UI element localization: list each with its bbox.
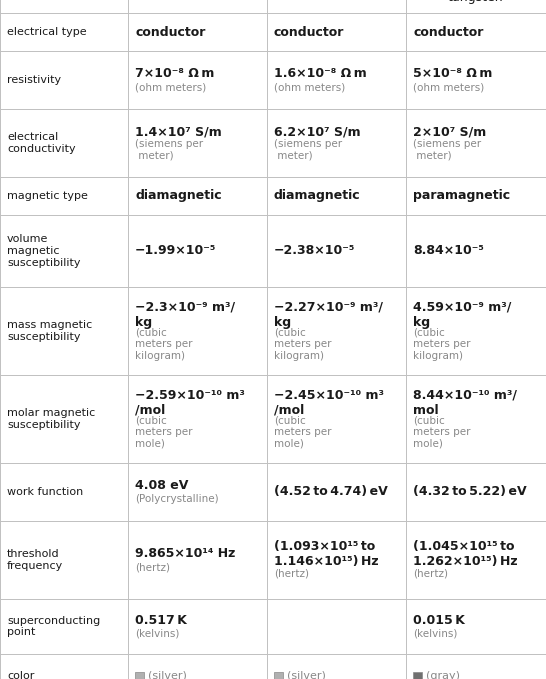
Text: 0.517 K: 0.517 K [135,614,187,627]
Bar [135,672,144,679]
Text: mass magnetic
susceptibility: mass magnetic susceptibility [7,320,92,342]
Text: 7×10⁻⁸ Ω m: 7×10⁻⁸ Ω m [135,67,215,80]
Text: −2.27×10⁻⁹ m³/
kg: −2.27×10⁻⁹ m³/ kg [274,301,383,329]
Text: work function: work function [7,487,83,497]
Text: (kelvins): (kelvins) [413,629,458,638]
Text: (silver): (silver) [287,671,326,679]
Text: 4.59×10⁻⁹ m³/
kg: 4.59×10⁻⁹ m³/ kg [413,301,512,329]
Text: (cubic
meters per
mole): (cubic meters per mole) [274,416,331,449]
Text: 6.2×10⁷ S/m: 6.2×10⁷ S/m [274,126,360,139]
Text: 4.08 eV: 4.08 eV [135,479,188,492]
Text: −2.59×10⁻¹⁰ m³
/mol: −2.59×10⁻¹⁰ m³ /mol [135,389,245,417]
Text: paramagnetic: paramagnetic [413,189,510,202]
Text: 2×10⁷ S/m: 2×10⁷ S/m [413,126,486,139]
Text: (hertz): (hertz) [413,568,448,578]
Text: magnetic type: magnetic type [7,191,88,201]
Text: 9.865×10¹⁴ Hz: 9.865×10¹⁴ Hz [135,547,235,560]
Text: (silver): (silver) [148,671,187,679]
Text: (siemens per
 meter): (siemens per meter) [413,139,481,161]
Text: 5×10⁻⁸ Ω m: 5×10⁻⁸ Ω m [413,67,492,80]
Text: tungsten: tungsten [448,0,504,3]
Text: (cubic
meters per
mole): (cubic meters per mole) [413,416,471,449]
Text: (cubic
meters per
mole): (cubic meters per mole) [135,416,193,449]
Text: color: color [7,671,34,679]
Text: −2.38×10⁻⁵: −2.38×10⁻⁵ [274,244,355,257]
Text: 1.4×10⁷ S/m: 1.4×10⁷ S/m [135,126,222,139]
Text: (hertz): (hertz) [135,562,170,572]
Bar [413,672,422,679]
Text: (ohm meters): (ohm meters) [135,82,206,92]
Text: (kelvins): (kelvins) [135,629,180,638]
Text: molar magnetic
susceptibility: molar magnetic susceptibility [7,408,95,430]
Text: −2.3×10⁻⁹ m³/
kg: −2.3×10⁻⁹ m³/ kg [135,301,235,329]
Text: (cubic
meters per
kilogram): (cubic meters per kilogram) [413,327,471,361]
Text: (gray): (gray) [426,671,460,679]
Text: −2.45×10⁻¹⁰ m³
/mol: −2.45×10⁻¹⁰ m³ /mol [274,389,384,417]
Bar [274,672,283,679]
Text: resistivity: resistivity [7,75,61,85]
Text: (4.32 to 5.22) eV: (4.32 to 5.22) eV [413,485,527,498]
Text: threshold
frequency: threshold frequency [7,549,63,571]
Text: (4.52 to 4.74) eV: (4.52 to 4.74) eV [274,485,388,498]
Text: −1.99×10⁻⁵: −1.99×10⁻⁵ [135,244,216,257]
Text: diamagnetic: diamagnetic [135,189,222,202]
Text: (Polycrystalline): (Polycrystalline) [135,494,218,504]
Text: cadmium: cadmium [168,0,227,3]
Text: conductor: conductor [135,26,205,39]
Text: 1.6×10⁻⁸ Ω m: 1.6×10⁻⁸ Ω m [274,67,367,80]
Text: volume
magnetic
susceptibility: volume magnetic susceptibility [7,234,80,268]
Text: (siemens per
 meter): (siemens per meter) [135,139,203,161]
Text: conductor: conductor [274,26,345,39]
Text: 8.44×10⁻¹⁰ m³/
mol: 8.44×10⁻¹⁰ m³/ mol [413,389,517,417]
Text: (ohm meters): (ohm meters) [274,82,345,92]
Text: superconducting
point: superconducting point [7,616,100,638]
Text: silver: silver [319,0,353,3]
Text: (1.045×10¹⁵ to
1.262×10¹⁵) Hz: (1.045×10¹⁵ to 1.262×10¹⁵) Hz [413,540,518,568]
Text: 0.015 K: 0.015 K [413,614,465,627]
Text: 8.84×10⁻⁵: 8.84×10⁻⁵ [413,244,484,257]
Text: electrical
conductivity: electrical conductivity [7,132,76,154]
Text: conductor: conductor [413,26,483,39]
Text: (cubic
meters per
kilogram): (cubic meters per kilogram) [274,327,331,361]
Text: electrical type: electrical type [7,27,87,37]
Text: (siemens per
 meter): (siemens per meter) [274,139,342,161]
Text: (hertz): (hertz) [274,568,309,578]
Text: (1.093×10¹⁵ to
1.146×10¹⁵) Hz: (1.093×10¹⁵ to 1.146×10¹⁵) Hz [274,540,378,568]
Text: (cubic
meters per
kilogram): (cubic meters per kilogram) [135,327,193,361]
Text: (ohm meters): (ohm meters) [413,82,484,92]
Text: diamagnetic: diamagnetic [274,189,360,202]
